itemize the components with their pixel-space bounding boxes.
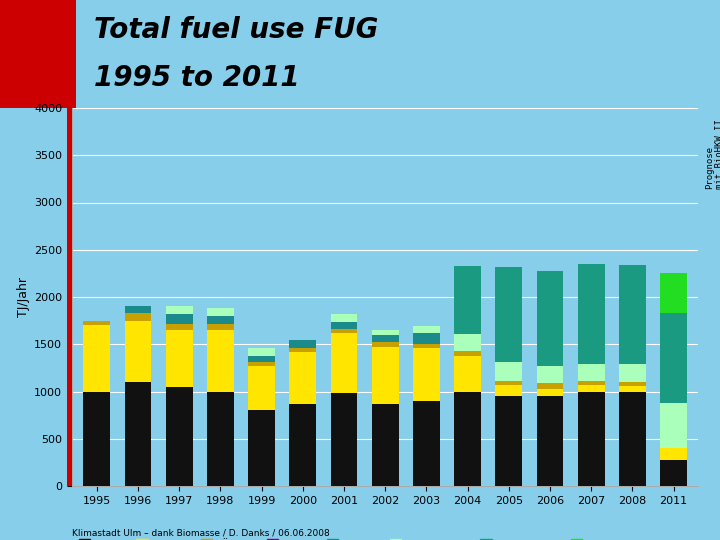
Bar (125, 313, 151, 321)
Bar (289, 352, 316, 404)
Bar (660, 313, 687, 403)
Bar (207, 325, 234, 330)
Bar (660, 403, 687, 448)
Text: Prognose
mit BioHKW II: Prognose mit BioHKW II (705, 119, 720, 189)
Bar (248, 410, 275, 486)
Bar (289, 404, 316, 486)
Bar (372, 335, 399, 342)
Bar (372, 342, 399, 347)
Bar (454, 334, 481, 352)
Bar (495, 385, 522, 396)
Bar (536, 271, 564, 366)
Bar (454, 392, 481, 486)
Bar (125, 321, 151, 382)
Text: Klimastadt Ulm – dank Biomasse / D. Danks / 06.06.2008: Klimastadt Ulm – dank Biomasse / D. Dank… (72, 528, 330, 537)
Bar (495, 362, 522, 381)
Bar (413, 348, 440, 401)
Bar (248, 348, 275, 355)
Bar (495, 267, 522, 362)
Bar (207, 316, 234, 325)
Bar (413, 344, 440, 348)
Bar (248, 362, 275, 366)
Bar (578, 381, 605, 385)
Bar (84, 325, 110, 392)
Bar (413, 401, 440, 486)
Bar (495, 381, 522, 385)
Bar (660, 448, 687, 460)
Bar (454, 352, 481, 355)
Text: Total fuel use FUG: Total fuel use FUG (94, 16, 378, 44)
Bar (660, 460, 687, 486)
Bar (619, 382, 646, 386)
Y-axis label: TJ/Jahr: TJ/Jahr (17, 277, 30, 317)
Bar (536, 396, 564, 486)
Bar (248, 355, 275, 362)
Bar (536, 366, 564, 383)
Bar (289, 341, 316, 348)
Bar (413, 326, 440, 333)
Bar (166, 314, 192, 325)
Bar (166, 325, 192, 330)
Bar (207, 330, 234, 392)
Bar (578, 385, 605, 392)
Bar (330, 333, 357, 393)
Text: 1995 to 2011: 1995 to 2011 (94, 64, 300, 92)
Bar (619, 386, 646, 392)
Bar (0, 0, 76, 108)
Bar (413, 333, 440, 344)
Bar (125, 382, 151, 486)
Bar (372, 329, 399, 335)
Bar (166, 387, 192, 486)
Bar (454, 266, 481, 334)
Bar (166, 306, 192, 314)
Bar (330, 393, 357, 486)
Bar (619, 265, 646, 364)
Bar (166, 330, 192, 387)
Bar (578, 392, 605, 486)
Bar (84, 321, 110, 325)
Bar (578, 363, 605, 381)
Bar (578, 265, 605, 363)
Legend: Kohle, Erdgas, ÖL - EL, Butan, MHKW, Biomasse 1, Biomasse 2, Biogas: Kohle, Erdgas, ÖL - EL, Butan, MHKW, Bio… (77, 537, 631, 540)
Bar (207, 308, 234, 316)
Bar (67, 108, 72, 486)
Bar (289, 348, 316, 352)
Bar (372, 404, 399, 486)
Bar (330, 321, 357, 329)
Bar (619, 392, 646, 486)
Bar (619, 364, 646, 382)
Bar (495, 396, 522, 486)
Bar (536, 389, 564, 396)
Bar (125, 306, 151, 313)
Bar (207, 392, 234, 486)
Bar (330, 314, 357, 321)
Bar (330, 329, 357, 333)
Bar (248, 366, 275, 410)
Bar (536, 383, 564, 389)
Bar (660, 273, 687, 313)
Bar (372, 347, 399, 404)
Bar (454, 355, 481, 391)
Bar (84, 392, 110, 486)
